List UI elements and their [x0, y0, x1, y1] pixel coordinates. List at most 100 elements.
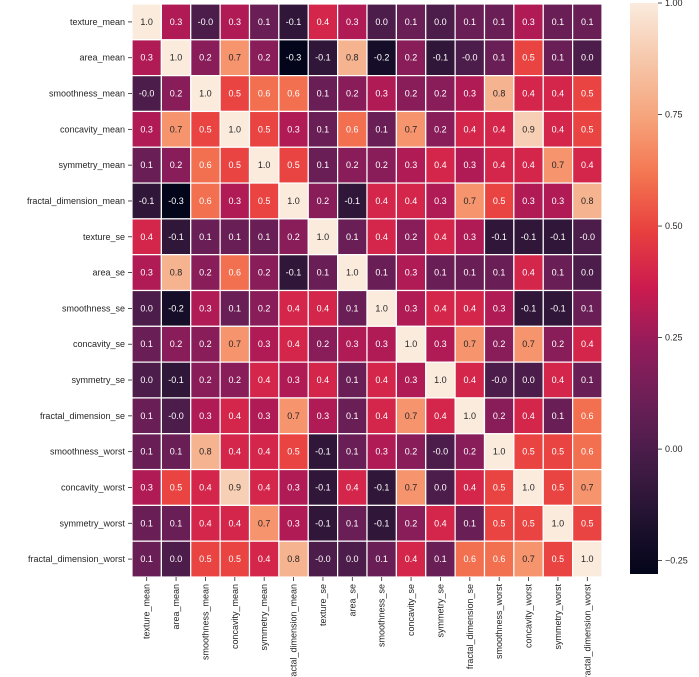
heatmap-cell [483, 110, 515, 148]
cell-annotation: 0.5 [229, 160, 242, 170]
column-label: smoothness_mean [200, 584, 210, 660]
cell-annotation: 0.3 [258, 411, 271, 421]
cell-annotation: -0.1 [286, 17, 302, 27]
heatmap-cell [425, 182, 456, 220]
heatmap-cell [542, 289, 574, 327]
cell-annotation: 0.5 [581, 124, 594, 134]
cell-annotation: 0.4 [375, 232, 388, 242]
row-label: smoothness_worst [50, 447, 126, 457]
cell-annotation: 0.1 [346, 518, 359, 528]
heatmap-cell [572, 433, 603, 471]
heatmap-cell [572, 110, 603, 148]
heatmap-cell [278, 3, 309, 41]
row-label: fractal_dimension_worst [28, 554, 126, 564]
heatmap-cell [278, 39, 309, 77]
cell-annotation: 0.1 [581, 303, 594, 313]
column-label: symmetry_mean [259, 584, 269, 651]
heatmap-cell [366, 468, 397, 506]
cell-annotation: 0.4 [199, 518, 212, 528]
cell-annotation: 1.0 [140, 17, 153, 27]
cell-annotation: 0.1 [552, 268, 565, 278]
cell-annotation: 0.4 [464, 124, 477, 134]
cell-annotation: 0.0 [170, 554, 183, 564]
cell-annotation: 0.4 [464, 375, 477, 385]
cell-annotation: 0.1 [346, 232, 359, 242]
cell-annotation: 0.7 [405, 482, 418, 492]
heatmap-cell [395, 504, 427, 542]
heatmap-cell [248, 182, 280, 220]
row-label: smoothness_mean [49, 89, 125, 99]
heatmap-cell [307, 39, 339, 77]
cell-annotation: 0.6 [493, 554, 506, 564]
cell-annotation: 0.2 [346, 160, 359, 170]
row-label: texture_mean [70, 17, 125, 27]
cell-annotation: 0.5 [552, 554, 565, 564]
heatmap-cell [131, 504, 162, 542]
heatmap-cell [572, 3, 603, 41]
heatmap-cell [395, 468, 427, 506]
cell-annotation: 0.0 [581, 268, 594, 278]
cell-annotation: 0.4 [493, 124, 506, 134]
cell-annotation: -0.2 [374, 53, 390, 63]
heatmap-cell [454, 540, 486, 578]
cell-annotation: 0.3 [199, 411, 212, 421]
cell-annotation: 0.7 [229, 53, 242, 63]
cell-annotation: 0.2 [170, 339, 183, 349]
colorbar-tick-label: 0.75 [665, 110, 683, 120]
column-label: fractal_dimension_se [465, 584, 475, 669]
heatmap-cell [483, 75, 515, 113]
cell-annotation: 0.7 [552, 160, 565, 170]
cell-annotation: 0.2 [199, 339, 212, 349]
cell-annotation: 0.7 [464, 339, 477, 349]
cell-annotation: 0.3 [346, 339, 359, 349]
cell-annotation: 0.0 [346, 554, 359, 564]
heatmap-cell [542, 254, 574, 292]
heatmap-cell [307, 433, 339, 471]
cell-annotation: 0.1 [464, 17, 477, 27]
cell-annotation: 0.3 [464, 232, 477, 242]
cell-annotation: -0.1 [345, 196, 361, 206]
heatmap-cell [307, 218, 339, 256]
row-label: area_mean [79, 53, 125, 63]
cell-annotation: 0.3 [346, 17, 359, 27]
heatmap-cell [542, 504, 574, 542]
heatmap-cell [337, 468, 368, 506]
heatmap-cell [190, 468, 221, 506]
column-label: texture_se [318, 584, 328, 626]
heatmap-cell [160, 433, 192, 471]
cell-annotation: -0.2 [168, 303, 184, 313]
cell-annotation: 0.6 [581, 411, 594, 421]
heatmap-cell [483, 504, 515, 542]
heatmap-cell [366, 540, 397, 578]
cell-annotation: 1.0 [229, 124, 242, 134]
cell-annotation: 0.6 [258, 89, 271, 99]
heatmap-cell [278, 540, 309, 578]
cell-annotation: 0.4 [258, 447, 271, 457]
cell-annotation: 0.3 [464, 89, 477, 99]
cell-annotation: 0.3 [170, 17, 183, 27]
row-label: concavity_worst [61, 482, 126, 492]
cell-annotation: 0.1 [552, 53, 565, 63]
cell-annotation: 0.4 [464, 482, 477, 492]
cell-annotation: 0.1 [581, 375, 594, 385]
heatmap-cell [160, 110, 192, 148]
cell-annotation: 0.6 [199, 160, 212, 170]
cell-annotation: 0.8 [581, 196, 594, 206]
cell-annotation: 0.4 [317, 303, 330, 313]
cell-annotation: 0.8 [199, 447, 212, 457]
heatmap-cell [454, 3, 486, 41]
cell-annotation: 0.4 [258, 482, 271, 492]
cell-annotation: 0.1 [140, 339, 153, 349]
cell-annotation: 0.1 [317, 89, 330, 99]
cell-annotation: 0.1 [140, 411, 153, 421]
cell-annotation: 0.3 [375, 89, 388, 99]
cell-annotation: 0.3 [552, 196, 565, 206]
colorbar-tick-label: 0.00 [665, 444, 683, 454]
cell-annotation: 0.2 [405, 232, 418, 242]
cell-annotation: 0.2 [258, 268, 271, 278]
cell-annotation: 0.1 [464, 268, 477, 278]
heatmap-cell [425, 397, 456, 435]
cell-annotation: 0.4 [317, 375, 330, 385]
heatmap-cell [307, 110, 339, 148]
cell-annotation: 0.4 [434, 518, 447, 528]
